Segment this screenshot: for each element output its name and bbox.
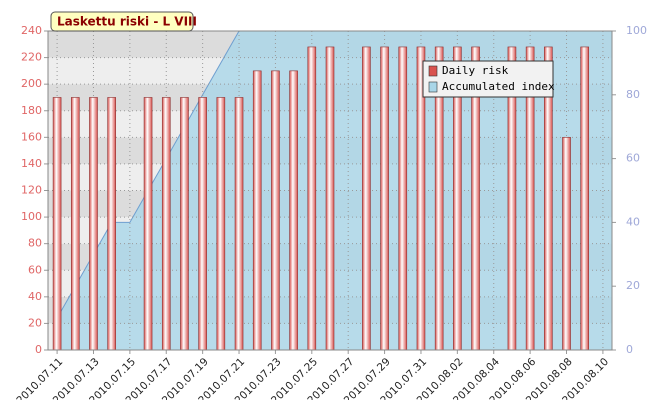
chart-title: Laskettu riski - L VIII bbox=[57, 15, 197, 29]
bar bbox=[271, 70, 280, 351]
y-tick-label: 180 bbox=[21, 104, 42, 117]
y-tick-label: 240 bbox=[21, 24, 42, 37]
y2-tick-label: 0 bbox=[626, 343, 633, 356]
y-tick-label: 160 bbox=[21, 130, 42, 143]
y2-tick-label: 60 bbox=[626, 152, 640, 165]
bar bbox=[398, 46, 408, 351]
y-tick-label: 80 bbox=[28, 237, 42, 250]
y2-tick-label: 20 bbox=[626, 279, 640, 292]
bar bbox=[380, 46, 389, 351]
legend-box bbox=[422, 60, 554, 98]
y-tick-label: 100 bbox=[21, 210, 42, 223]
y2-tick-label: 80 bbox=[626, 88, 640, 101]
bar bbox=[216, 97, 226, 351]
plot-frame bbox=[47, 30, 613, 351]
bar bbox=[580, 46, 590, 351]
y-tick-label: 40 bbox=[28, 290, 42, 303]
y-tick-label: 0 bbox=[35, 343, 42, 356]
bar bbox=[143, 97, 153, 351]
legend-label: Accumulated index bbox=[442, 80, 555, 93]
bar bbox=[107, 97, 116, 351]
legend-swatch bbox=[428, 81, 438, 93]
bar bbox=[180, 97, 189, 351]
y-tick-label: 140 bbox=[21, 157, 42, 170]
title-box bbox=[50, 11, 194, 32]
bar bbox=[161, 97, 171, 351]
bar bbox=[89, 97, 98, 351]
bar bbox=[198, 97, 207, 351]
y-tick-label: 60 bbox=[28, 263, 42, 276]
legend-label: Daily risk bbox=[442, 64, 509, 77]
bar bbox=[325, 46, 335, 351]
y-tick-label: 120 bbox=[21, 184, 42, 197]
legend-swatch bbox=[428, 65, 438, 77]
bar bbox=[362, 46, 371, 351]
bar bbox=[252, 70, 262, 351]
bar bbox=[562, 137, 571, 351]
y-tick-label: 200 bbox=[21, 77, 42, 90]
y-tick-label: 20 bbox=[28, 316, 42, 329]
bar bbox=[289, 70, 298, 351]
bar bbox=[307, 46, 317, 351]
bar bbox=[234, 97, 244, 351]
bar bbox=[52, 97, 62, 351]
y2-tick-label: 40 bbox=[626, 215, 640, 228]
bar bbox=[70, 97, 80, 351]
y-tick-label: 220 bbox=[21, 51, 42, 64]
y2-tick-label: 100 bbox=[626, 24, 647, 37]
